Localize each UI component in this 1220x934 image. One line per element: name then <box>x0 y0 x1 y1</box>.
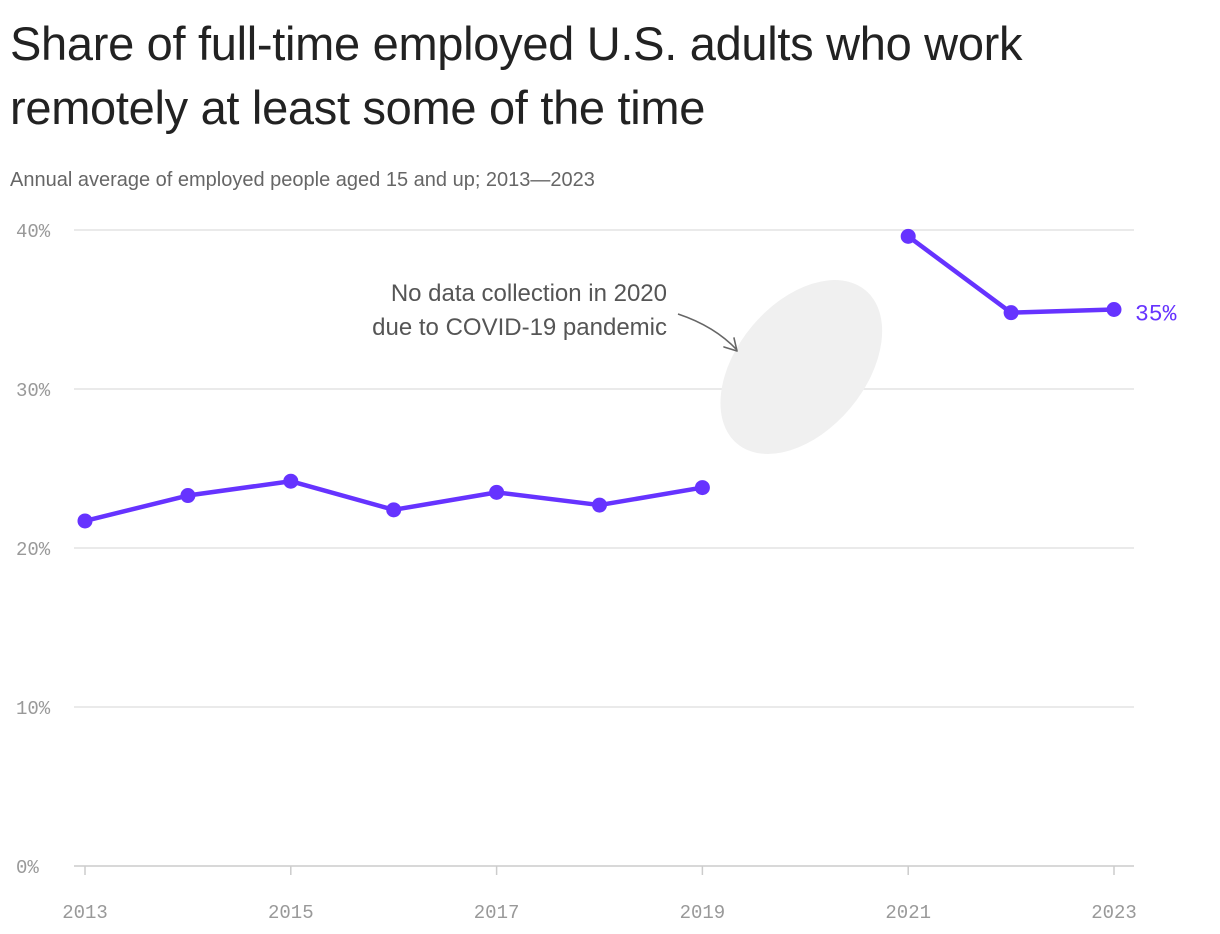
data-point <box>386 502 402 518</box>
annotation-text: No data collection in 2020 <box>391 280 667 307</box>
labels: 35% No data collection in 2020 due to COVI… <box>372 280 1177 352</box>
chart-subtitle: Annual average of employed people aged 1… <box>10 169 595 191</box>
data-point <box>592 497 607 513</box>
x-tick-label: 2017 <box>474 902 520 924</box>
annotation-arrowhead <box>723 337 738 352</box>
data-point <box>1003 305 1019 321</box>
data-point <box>489 484 505 500</box>
end-value-label: 35% <box>1135 302 1177 328</box>
y-tick-label: 40% <box>16 221 51 243</box>
data-point <box>1106 302 1122 317</box>
no-data-gap-shade <box>720 280 883 454</box>
series-line <box>905 234 1117 315</box>
series-points <box>77 228 1122 529</box>
data-point <box>900 228 916 244</box>
y-tick-label: 10% <box>16 698 51 720</box>
grid-lines <box>74 229 1134 708</box>
x-tick-label: 2023 <box>1091 902 1137 924</box>
data-point <box>283 473 299 489</box>
no-data-gap <box>720 280 883 454</box>
y-tick-label: 0% <box>16 857 39 879</box>
annotation-arrow <box>677 313 738 351</box>
chart-title: Share of full-time employed U.S. adults … <box>10 17 1023 134</box>
data-point <box>77 513 93 529</box>
data-point <box>694 480 710 496</box>
x-tick-label: 2015 <box>268 902 314 924</box>
y-tick-label: 20% <box>16 539 51 561</box>
axes: 0% 10% 20% 30% 40% 2013 2015 2017 2019 2021 2023 <box>16 221 1137 924</box>
x-tick-label: 2019 <box>680 902 726 924</box>
data-point <box>180 488 196 504</box>
x-tick-label: 2013 <box>62 902 108 924</box>
y-tick-label: 30% <box>16 380 51 402</box>
annotation-text: due to COVID-19 pandemic <box>372 314 667 341</box>
x-tick-label: 2021 <box>885 902 931 924</box>
